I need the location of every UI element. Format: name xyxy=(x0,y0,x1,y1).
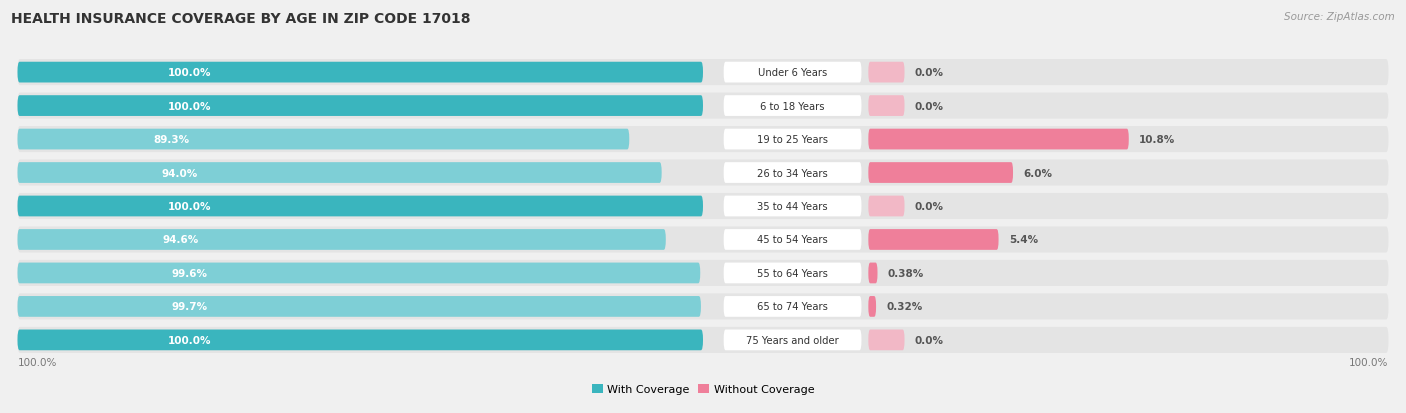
FancyBboxPatch shape xyxy=(724,296,862,317)
FancyBboxPatch shape xyxy=(17,96,703,117)
Text: Source: ZipAtlas.com: Source: ZipAtlas.com xyxy=(1284,12,1395,22)
Text: 89.3%: 89.3% xyxy=(153,135,190,145)
FancyBboxPatch shape xyxy=(17,163,662,183)
Text: Under 6 Years: Under 6 Years xyxy=(758,68,827,78)
FancyBboxPatch shape xyxy=(724,96,862,117)
Text: 0.0%: 0.0% xyxy=(915,101,943,112)
Legend: With Coverage, Without Coverage: With Coverage, Without Coverage xyxy=(588,380,818,399)
Text: 65 to 74 Years: 65 to 74 Years xyxy=(756,301,828,312)
FancyBboxPatch shape xyxy=(17,230,666,250)
Text: 0.0%: 0.0% xyxy=(915,335,943,345)
FancyBboxPatch shape xyxy=(17,227,1389,253)
Text: 0.0%: 0.0% xyxy=(915,68,943,78)
FancyBboxPatch shape xyxy=(17,330,703,350)
Text: 100.0%: 100.0% xyxy=(167,101,211,112)
Text: 99.7%: 99.7% xyxy=(172,301,207,312)
FancyBboxPatch shape xyxy=(17,193,1389,220)
Text: 5.4%: 5.4% xyxy=(1010,235,1038,245)
Text: 100.0%: 100.0% xyxy=(1350,357,1389,367)
FancyBboxPatch shape xyxy=(869,96,904,117)
Text: 75 Years and older: 75 Years and older xyxy=(747,335,839,345)
FancyBboxPatch shape xyxy=(869,263,877,284)
FancyBboxPatch shape xyxy=(17,294,1389,320)
FancyBboxPatch shape xyxy=(869,296,876,317)
Text: 6 to 18 Years: 6 to 18 Years xyxy=(761,101,825,112)
FancyBboxPatch shape xyxy=(17,160,1389,186)
FancyBboxPatch shape xyxy=(724,230,862,250)
FancyBboxPatch shape xyxy=(17,260,1389,286)
FancyBboxPatch shape xyxy=(724,330,862,350)
Text: 55 to 64 Years: 55 to 64 Years xyxy=(756,268,828,278)
FancyBboxPatch shape xyxy=(869,163,1014,183)
FancyBboxPatch shape xyxy=(17,93,1389,119)
Text: 19 to 25 Years: 19 to 25 Years xyxy=(756,135,828,145)
FancyBboxPatch shape xyxy=(724,196,862,217)
FancyBboxPatch shape xyxy=(869,196,904,217)
FancyBboxPatch shape xyxy=(17,196,703,217)
FancyBboxPatch shape xyxy=(17,129,630,150)
FancyBboxPatch shape xyxy=(869,63,904,83)
FancyBboxPatch shape xyxy=(17,296,702,317)
FancyBboxPatch shape xyxy=(869,230,998,250)
FancyBboxPatch shape xyxy=(17,263,700,284)
Text: 6.0%: 6.0% xyxy=(1024,168,1052,178)
Text: 99.6%: 99.6% xyxy=(172,268,207,278)
Text: 0.0%: 0.0% xyxy=(915,202,943,211)
Text: 35 to 44 Years: 35 to 44 Years xyxy=(758,202,828,211)
Text: 26 to 34 Years: 26 to 34 Years xyxy=(758,168,828,178)
Text: 94.0%: 94.0% xyxy=(162,168,197,178)
Text: 100.0%: 100.0% xyxy=(167,202,211,211)
FancyBboxPatch shape xyxy=(724,163,862,183)
Text: HEALTH INSURANCE COVERAGE BY AGE IN ZIP CODE 17018: HEALTH INSURANCE COVERAGE BY AGE IN ZIP … xyxy=(11,12,471,26)
FancyBboxPatch shape xyxy=(869,330,904,350)
FancyBboxPatch shape xyxy=(17,63,703,83)
FancyBboxPatch shape xyxy=(17,327,1389,353)
FancyBboxPatch shape xyxy=(724,129,862,150)
FancyBboxPatch shape xyxy=(17,60,1389,86)
Text: 94.6%: 94.6% xyxy=(162,235,198,245)
Text: 100.0%: 100.0% xyxy=(17,357,56,367)
FancyBboxPatch shape xyxy=(17,127,1389,153)
Text: 0.32%: 0.32% xyxy=(886,301,922,312)
Text: 100.0%: 100.0% xyxy=(167,68,211,78)
Text: 45 to 54 Years: 45 to 54 Years xyxy=(758,235,828,245)
FancyBboxPatch shape xyxy=(724,63,862,83)
FancyBboxPatch shape xyxy=(869,129,1129,150)
Text: 100.0%: 100.0% xyxy=(167,335,211,345)
Text: 0.38%: 0.38% xyxy=(887,268,924,278)
Text: 10.8%: 10.8% xyxy=(1139,135,1175,145)
FancyBboxPatch shape xyxy=(724,263,862,284)
